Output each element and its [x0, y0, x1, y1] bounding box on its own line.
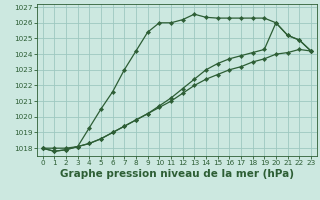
X-axis label: Graphe pression niveau de la mer (hPa): Graphe pression niveau de la mer (hPa): [60, 169, 294, 179]
